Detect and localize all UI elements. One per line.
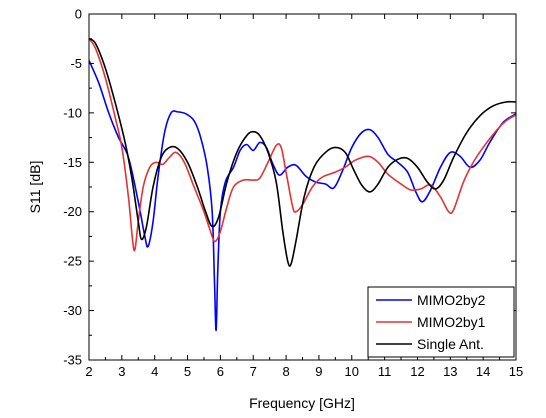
y-tick-label: -35 (63, 353, 82, 368)
y-tick-label: -5 (70, 56, 82, 71)
y-tick-label: -30 (63, 303, 82, 318)
x-tick-label: 9 (315, 364, 322, 379)
x-tick-label: 14 (476, 364, 490, 379)
x-tick-label: 6 (217, 364, 224, 379)
x-tick-label: 12 (410, 364, 424, 379)
x-tick-labels: 2 3 4 5 6 7 8 9 10 11 12 13 14 15 (85, 364, 523, 379)
x-tick-label: 10 (345, 364, 359, 379)
x-tick-label: 11 (378, 364, 392, 379)
series-layer (89, 38, 516, 332)
y-tick-label: -25 (63, 254, 82, 269)
x-tick-label: 3 (118, 364, 125, 379)
x-tick-label: 4 (151, 364, 158, 379)
y-tick-labels: 0 -5 -10 -15 -20 -25 -30 -35 (63, 7, 82, 368)
series-line-mimo2by2 (89, 60, 516, 332)
x-axis-label: Frequency [GHz] (249, 395, 355, 411)
y-tick-label: -10 (63, 105, 82, 120)
legend: MIMO2by2 MIMO2by1 Single Ant. (367, 286, 515, 358)
x-tick-label: 13 (443, 364, 457, 379)
legend-label-mimo2by2: MIMO2by2 (417, 292, 486, 308)
plot-frame (88, 13, 517, 361)
y-tick-label: 0 (75, 7, 82, 22)
x-tick-label: 8 (282, 364, 289, 379)
y-axis-label: S11 [dB] (27, 161, 43, 214)
x-tick-label: 5 (184, 364, 191, 379)
y-tick-label: -15 (63, 155, 82, 170)
series-line-single-ant (89, 38, 516, 267)
x-tick-label: 15 (509, 364, 523, 379)
y-tick-label: -20 (63, 204, 82, 219)
legend-label-mimo2by1: MIMO2by1 (417, 314, 486, 330)
legend-label-single-ant: Single Ant. (417, 336, 484, 352)
series-line-mimo2by1 (89, 38, 516, 252)
x-tick-label: 2 (85, 364, 92, 379)
x-tick-label: 7 (250, 364, 257, 379)
